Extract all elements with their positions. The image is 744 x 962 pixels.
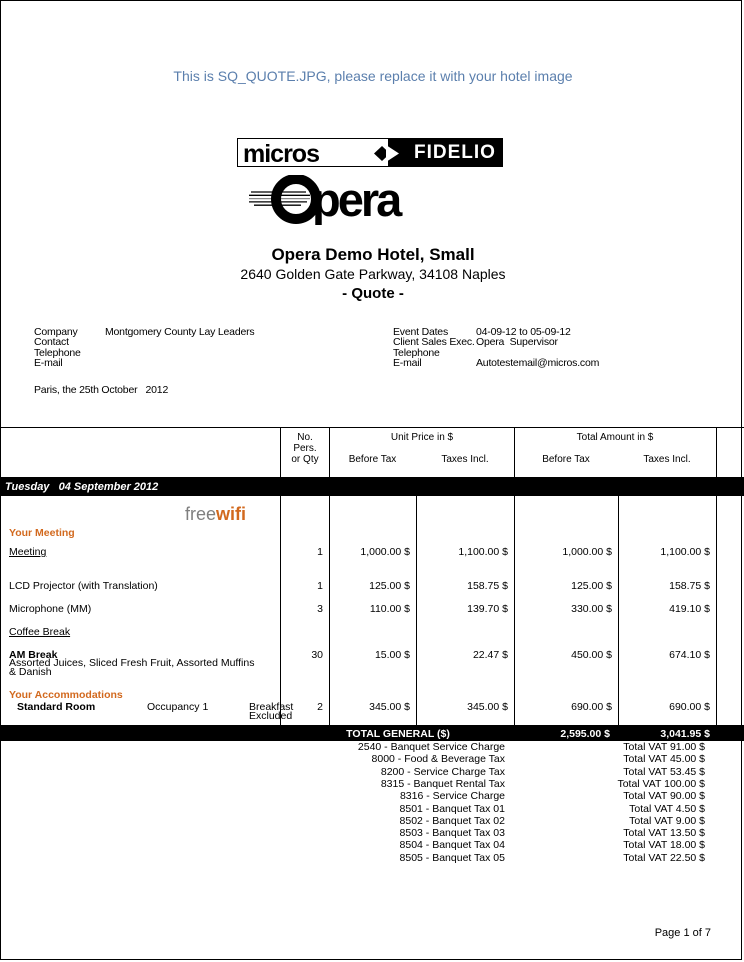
svg-text:pera: pera bbox=[312, 175, 403, 225]
